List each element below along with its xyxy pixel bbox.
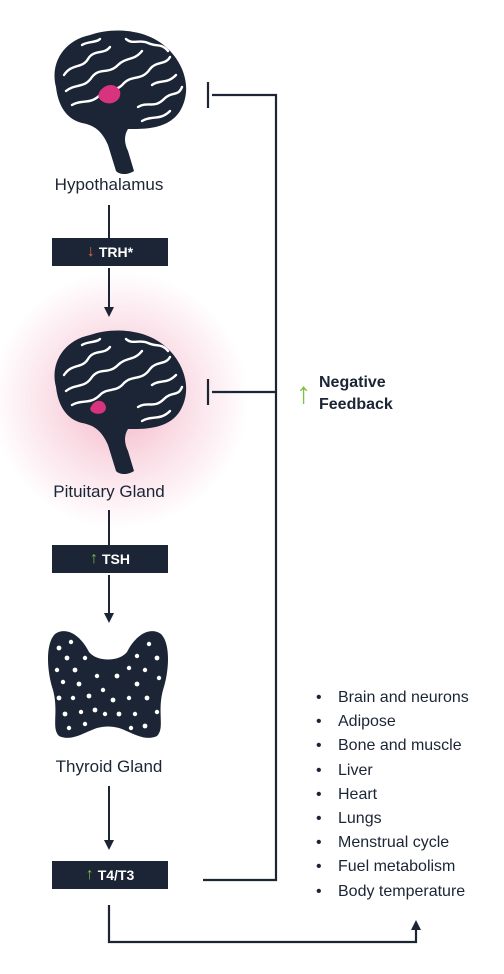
arrow-t4t3-to-targets (107, 905, 421, 944)
list-item: Adipose (316, 710, 469, 734)
down-arrow-icon: ↓ (86, 243, 95, 260)
up-arrow-icon: ↑ (85, 866, 94, 883)
trh-box: ↓ TRH* (52, 238, 168, 266)
list-item: Liver (316, 759, 469, 783)
list-item: Body temperature (316, 880, 469, 904)
negative-feedback: ↑ Negative Feedback (296, 372, 393, 416)
up-arrow-icon: ↑ (90, 550, 98, 567)
target-organs-list: Brain and neurons Adipose Bone and muscl… (316, 686, 469, 904)
thyroid-gland-icon (48, 631, 168, 738)
t4t3-box: ↑ T4/T3 (52, 861, 168, 889)
feedback-line2: Feedback (319, 396, 393, 413)
t4t3-label: T4/T3 (97, 867, 135, 883)
tsh-box: ↑ TSH (52, 545, 168, 573)
pituitary-label: Pituitary Gland (53, 482, 165, 501)
list-item: Fuel metabolism (316, 855, 469, 879)
tsh-label: TSH (102, 551, 130, 567)
list-item: Brain and neurons (316, 686, 469, 710)
list-item: Menstrual cycle (316, 831, 469, 855)
list-item: Lungs (316, 807, 469, 831)
hypothalamus-label: Hypothalamus (54, 175, 164, 194)
thyroid-label: Thyroid Gland (55, 757, 163, 776)
list-item: Heart (316, 783, 469, 807)
feedback-loop-line (203, 93, 278, 882)
feedback-line1: Negative (319, 374, 386, 391)
up-arrow-icon: ↑ (296, 377, 311, 410)
trh-label: TRH* (98, 244, 134, 260)
brain-icon (54, 330, 187, 474)
brain-icon (54, 30, 187, 174)
list-item: Bone and muscle (316, 734, 469, 758)
